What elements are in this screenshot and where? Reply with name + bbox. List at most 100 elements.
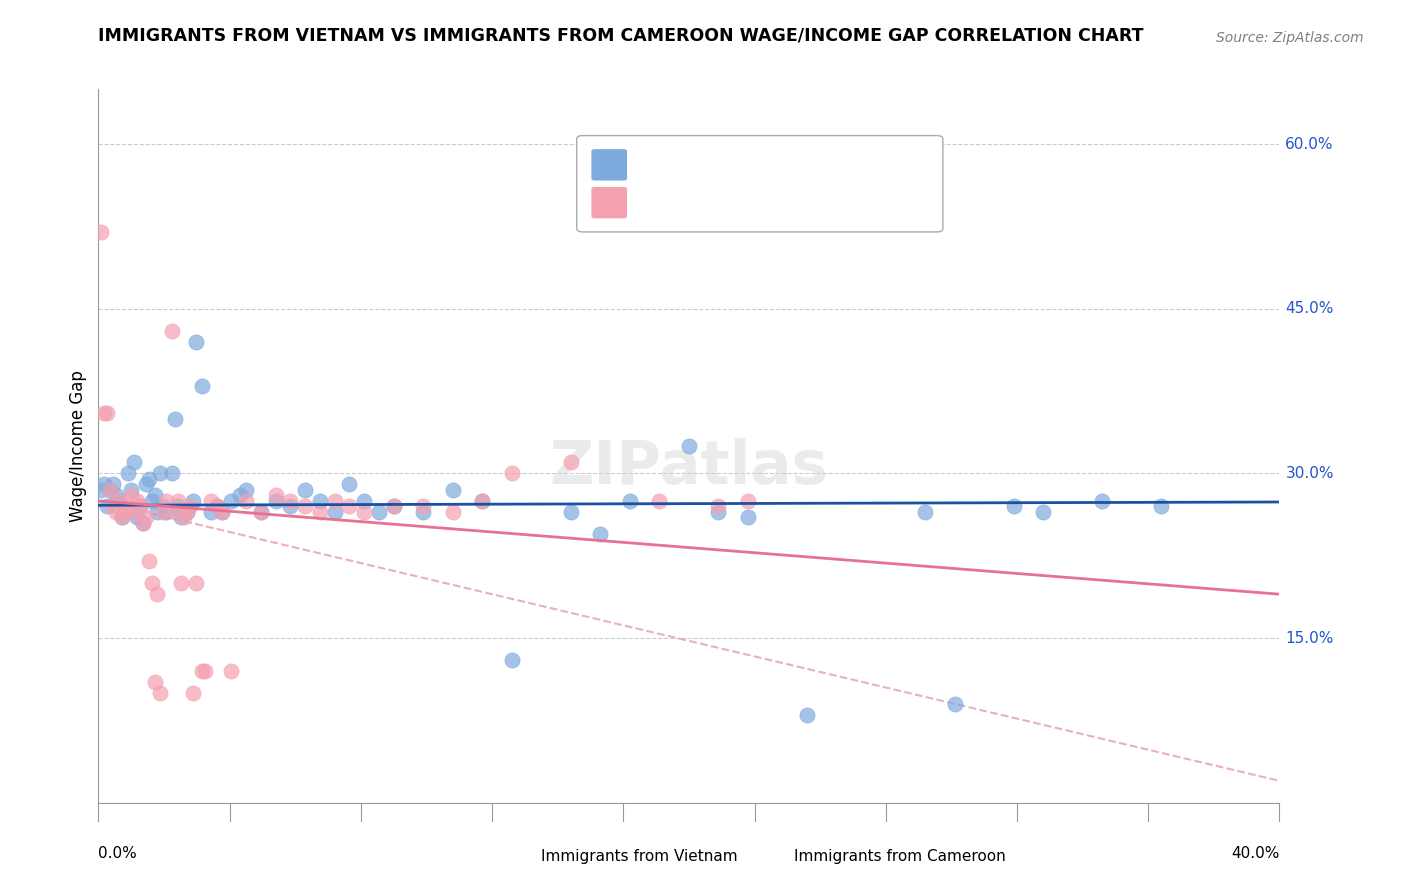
Point [176,505,198,519]
Point [167,500,190,514]
Point [117,467,139,481]
Text: 45.0%: 45.0% [1285,301,1334,317]
Point [309,494,332,508]
Text: 60.0%: 60.0% [1285,136,1334,152]
Point [114,505,136,519]
Point [294,500,316,514]
Point [128,500,150,514]
Point [648,494,671,508]
Point [181,494,204,508]
Point [678,439,700,453]
Point [235,483,257,497]
Text: 15.0%: 15.0% [1285,631,1334,646]
Point [943,697,966,711]
Point [1091,494,1114,508]
Text: -0.144: -0.144 [683,193,742,211]
Point [205,500,228,514]
Point [165,411,187,425]
Text: IMMIGRANTS FROM VIETNAM VS IMMIGRANTS FROM CAMEROON WAGE/INCOME GAP CORRELATION : IMMIGRANTS FROM VIETNAM VS IMMIGRANTS FR… [98,27,1144,45]
Point [179,500,201,514]
Point [264,488,287,502]
Point [471,494,494,508]
Point [353,505,375,519]
Point [205,500,228,514]
Point [141,576,163,591]
Point [184,576,207,591]
Point [103,500,125,514]
Point [264,494,287,508]
Point [412,500,434,514]
Point [143,488,166,502]
Point [90,225,112,239]
Point [1032,505,1054,519]
Point [501,467,523,481]
Point [337,500,360,514]
Point [114,505,136,519]
Point [412,505,434,519]
Text: N =: N = [748,157,785,175]
Point [138,554,160,568]
Point [90,483,112,497]
Point [98,483,121,497]
Text: Immigrants from Cameroon: Immigrants from Cameroon [794,849,1007,863]
Point [181,686,204,700]
Point [191,664,214,678]
Point [589,526,612,541]
Point [368,505,391,519]
Point [619,494,641,508]
Text: R =: R = [636,193,672,211]
Point [96,500,118,514]
Point [278,500,302,514]
Point [211,505,233,519]
Point [165,505,187,519]
Point [120,488,142,502]
Point [914,505,936,519]
Point [146,587,169,601]
Text: 56: 56 [807,193,830,211]
Point [211,505,233,519]
Point [1150,500,1173,514]
FancyBboxPatch shape [592,150,626,180]
Point [149,686,172,700]
Point [219,664,242,678]
Point [250,505,273,519]
Point [162,467,183,481]
Point [737,494,759,508]
Point [108,494,131,508]
Point [111,510,134,524]
FancyBboxPatch shape [576,136,943,232]
Point [323,494,346,508]
Text: 0.0%: 0.0% [98,846,138,861]
Point [117,500,139,514]
Point [560,505,582,519]
Point [146,505,169,519]
Point [111,510,134,524]
Point [132,516,155,530]
Point [170,576,193,591]
Point [323,505,346,519]
Point [200,494,222,508]
Point [162,324,183,338]
Point [125,494,148,508]
Point [135,477,157,491]
Point [707,500,730,514]
Y-axis label: Wage/Income Gap: Wage/Income Gap [69,370,87,522]
Point [250,505,273,519]
Point [184,334,207,349]
Point [229,488,252,502]
Point [170,510,193,524]
Point [1002,500,1025,514]
Point [167,494,190,508]
Point [560,455,582,469]
Point [120,483,142,497]
Point [98,483,121,497]
Point [122,505,145,519]
Point [173,510,195,524]
Point [382,500,405,514]
Text: R =: R = [636,157,672,175]
Point [796,708,818,723]
Point [93,477,115,491]
Point [93,406,115,420]
Point [135,510,157,524]
Point [278,494,302,508]
